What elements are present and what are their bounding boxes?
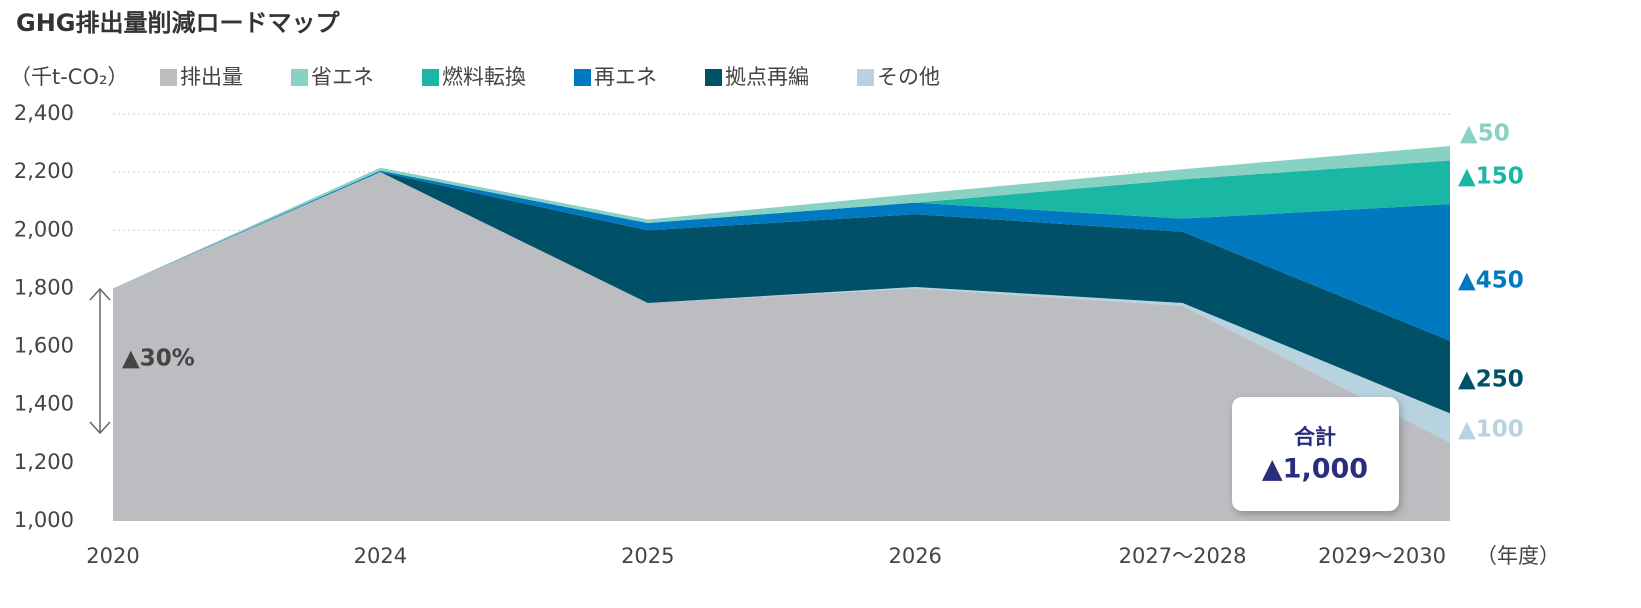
legend-label: 拠点再編	[725, 65, 809, 89]
renewable-label: ▲450	[1458, 268, 1524, 294]
x-tick-label: 2026	[888, 544, 941, 568]
plot	[113, 113, 1450, 521]
total-box: 合計 ▲1,000	[1232, 397, 1399, 511]
area	[113, 145, 1450, 289]
y-tick-label: 1,200	[14, 450, 74, 474]
y-tick-label: 2,200	[14, 159, 74, 183]
legend-label: 省エネ	[311, 65, 374, 89]
y-tick-label: 1,400	[14, 392, 74, 416]
legend-label: 燃料転換	[442, 65, 526, 89]
y-tick-label: 1,000	[14, 508, 74, 532]
y-tick-label: 2,400	[14, 101, 74, 125]
y-tick-label: 2,000	[14, 217, 74, 241]
legend-swatch	[574, 69, 591, 86]
chart-title: GHG排出量削減ロードマップ	[16, 9, 340, 37]
y-axis-label: （千t-CO₂）	[10, 65, 128, 89]
saving-label: ▲50	[1460, 121, 1510, 147]
x-axis-label: （年度）	[1476, 544, 1560, 568]
legend-label: 排出量	[180, 65, 243, 89]
area	[113, 172, 1450, 521]
x-tick-label: 2027〜2028	[1119, 544, 1247, 568]
legend-swatch	[705, 69, 722, 86]
total-value: ▲1,000	[1262, 454, 1368, 485]
area	[113, 172, 1450, 414]
x-tick-label: 2029〜2030	[1318, 544, 1446, 568]
other-label: ▲100	[1458, 417, 1524, 443]
area	[113, 160, 1450, 289]
reduction-label: ▲30%	[122, 346, 195, 372]
reduction-arrow	[89, 287, 111, 435]
legend-swatch	[160, 69, 177, 86]
legend-label: その他	[877, 65, 940, 89]
legend-swatch	[857, 69, 874, 86]
legend-label: 再エネ	[594, 65, 657, 89]
y-tick-label: 1,600	[14, 334, 74, 358]
total-label: 合計	[1294, 425, 1336, 449]
x-tick-label: 2025	[621, 544, 674, 568]
consolidation-label: ▲250	[1458, 367, 1524, 393]
fuel-label: ▲150	[1458, 164, 1524, 190]
legend-swatch	[291, 69, 308, 86]
y-tick-label: 1,800	[14, 275, 74, 299]
legend-swatch	[422, 69, 439, 86]
x-tick-label: 2020	[86, 544, 139, 568]
x-tick-label: 2024	[354, 544, 407, 568]
